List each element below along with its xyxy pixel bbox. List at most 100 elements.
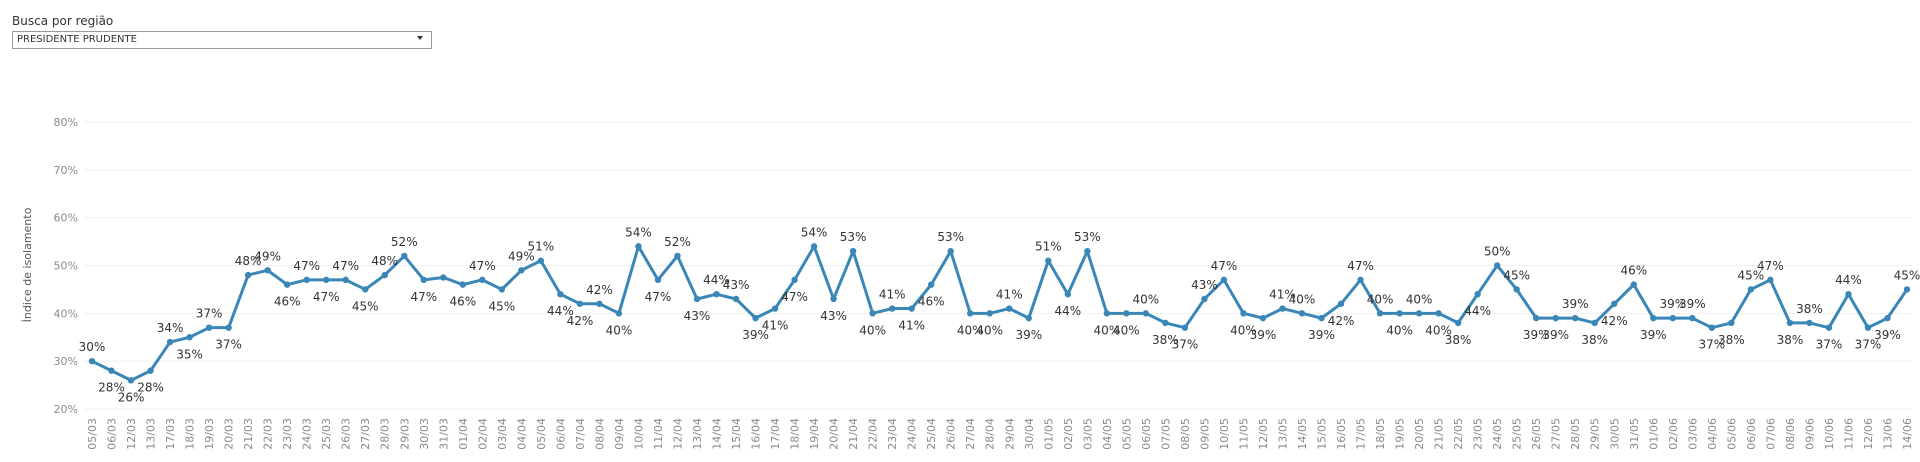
x-tick-label: 08/05 [1179, 418, 1192, 450]
data-point [1123, 310, 1130, 317]
data-point [1084, 247, 1091, 255]
x-tick-label: 31/03 [437, 418, 450, 450]
data-label: 40% [1406, 292, 1433, 306]
data-point [1650, 314, 1657, 322]
data-label: 38% [1777, 333, 1804, 347]
x-tick-label: 10/05 [1218, 418, 1231, 450]
y-tick-label: 40% [54, 307, 78, 320]
data-point [108, 367, 115, 374]
data-point [752, 314, 759, 322]
x-tick-label: 05/03 [86, 418, 99, 450]
data-label: 43% [820, 309, 847, 323]
data-point [1318, 314, 1325, 322]
x-tick-label: 21/05 [1433, 418, 1446, 450]
x-tick-label: 11/05 [1237, 418, 1250, 450]
data-point [1669, 314, 1677, 322]
data-label: 45% [1894, 268, 1920, 282]
x-tick-label: 20/04 [828, 418, 841, 450]
data-label: 40% [957, 323, 984, 337]
data-label: 40% [1289, 292, 1316, 306]
data-point [1513, 286, 1520, 293]
data-label: 42% [1601, 314, 1628, 328]
data-point [147, 367, 154, 374]
data-point [459, 281, 467, 288]
x-tick-label: 29/04 [1003, 418, 1016, 450]
data-point [635, 243, 642, 250]
data-point [205, 324, 213, 331]
data-point [1825, 324, 1833, 331]
data-point [1630, 281, 1637, 288]
data-label: 39% [742, 328, 769, 342]
data-point [1591, 319, 1598, 327]
x-tick-label: 25/03 [320, 418, 333, 450]
data-point [1064, 291, 1072, 298]
data-point [1864, 324, 1872, 331]
data-point [303, 276, 310, 284]
data-point [1572, 314, 1579, 322]
x-tick-label: 03/06 [1686, 418, 1699, 450]
x-tick-label: 12/04 [671, 418, 684, 450]
x-tick-label: 19/05 [1394, 418, 1407, 450]
x-tick-label: 28/03 [379, 418, 392, 450]
x-tick-label: 18/05 [1374, 418, 1387, 450]
x-tick-label: 19/03 [203, 418, 216, 450]
data-point [1552, 314, 1559, 322]
x-tick-label: 28/04 [984, 418, 997, 450]
data-label: 49% [508, 249, 535, 263]
x-tick-label: 12/06 [1862, 418, 1875, 450]
x-tick-label: 11/04 [652, 418, 665, 450]
data-point [713, 291, 720, 298]
x-tick-label: 06/06 [1745, 418, 1758, 450]
data-point [1181, 324, 1189, 331]
data-label: 38% [1152, 333, 1179, 347]
data-point [1708, 324, 1716, 331]
region-dropdown[interactable]: PRESIDENTE PRUDENTE [12, 31, 432, 49]
data-label: 40% [1230, 323, 1257, 337]
data-point [967, 310, 974, 317]
data-label: 40% [1113, 323, 1140, 337]
data-label: 39% [1308, 328, 1335, 342]
chevron-down-icon [417, 36, 423, 40]
data-point [1747, 286, 1755, 293]
data-label: 44% [703, 273, 730, 287]
data-point [1415, 310, 1423, 317]
data-label: 53% [937, 230, 964, 244]
data-point [1767, 276, 1774, 284]
data-label: 41% [879, 288, 906, 302]
data-label: 37% [1816, 338, 1843, 352]
data-label: 47% [1211, 259, 1238, 273]
data-label: 47% [781, 290, 808, 304]
data-point [1220, 276, 1228, 284]
y-tick-label: 70% [54, 164, 78, 177]
data-label: 43% [684, 309, 711, 323]
x-tick-label: 30/04 [1023, 418, 1036, 450]
data-label: 51% [528, 240, 555, 254]
data-point [127, 377, 135, 384]
y-tick-label: 50% [54, 260, 78, 273]
data-label: 54% [801, 225, 828, 239]
x-tick-label: 02/04 [476, 418, 489, 450]
data-label: 51% [1035, 240, 1062, 254]
data-label: 43% [1191, 278, 1218, 292]
data-point [225, 324, 232, 331]
data-point [244, 271, 252, 279]
data-point [986, 310, 993, 317]
data-point [1396, 310, 1403, 317]
data-label: 53% [840, 230, 867, 244]
data-point [1103, 310, 1111, 317]
data-point [322, 276, 330, 284]
data-point [1786, 319, 1794, 327]
data-point [1201, 295, 1208, 303]
data-label: 40% [1425, 323, 1452, 337]
x-tick-label: 30/03 [418, 418, 431, 450]
data-label: 42% [1328, 314, 1355, 328]
data-point [810, 243, 818, 250]
data-label: 41% [1269, 288, 1296, 302]
x-tick-label: 24/03 [301, 418, 314, 450]
data-point [869, 310, 876, 317]
data-label: 39% [1640, 328, 1667, 342]
data-label: 37% [215, 338, 242, 352]
x-tick-label: 06/05 [1140, 418, 1153, 450]
data-point [849, 247, 857, 255]
data-label: 38% [1718, 333, 1745, 347]
